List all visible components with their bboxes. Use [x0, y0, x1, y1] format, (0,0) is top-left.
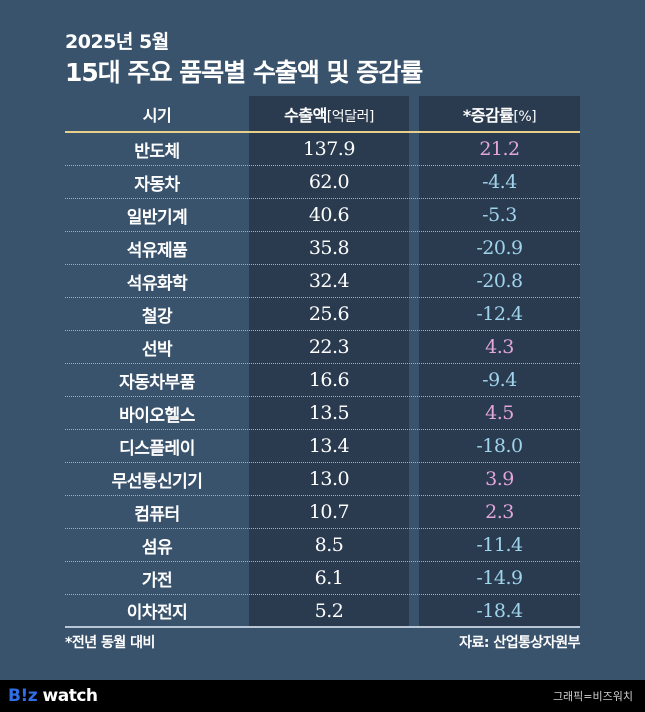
item-name: 컴퓨터	[134, 504, 180, 525]
table-row: 디스플레이 13.4 -18.0	[65, 430, 580, 463]
export-value: 62.0	[308, 171, 350, 193]
bizwatch-logo: B!z watch	[8, 686, 98, 706]
table-row: 석유제품 35.8 -20.9	[65, 232, 580, 265]
export-value: 8.5	[314, 534, 344, 556]
table-row: 철강 25.6 -12.4	[65, 298, 580, 331]
logo-watch: watch	[37, 686, 99, 706]
export-value: 40.6	[308, 204, 350, 226]
change-value: 21.2	[479, 138, 520, 160]
footnote: *전년 동월 대비	[65, 635, 155, 651]
export-value: 6.1	[314, 567, 344, 589]
item-name: 무선통신기기	[111, 471, 203, 492]
graphic-credit: 그래픽=비즈워치	[552, 690, 633, 703]
change-value: 4.3	[485, 336, 514, 358]
change-value: -18.4	[476, 599, 523, 622]
header-change-label: *증감률	[462, 105, 514, 125]
change-value: -9.4	[482, 369, 517, 391]
change-value: 2.3	[485, 501, 514, 523]
table-row: 일반기계 40.6 -5.3	[65, 199, 580, 232]
item-name: 석유제품	[126, 240, 188, 261]
export-value: 13.5	[308, 402, 350, 424]
header-change: *증감률[%]	[419, 102, 580, 126]
item-name: 섬유	[141, 537, 173, 558]
export-value: 32.4	[308, 270, 350, 292]
item-name: 반도체	[134, 141, 180, 162]
table-header: 시기 수출액[억달러] *증감률[%]	[65, 96, 580, 131]
data-table: 시기 수출액[억달러] *증감률[%] 반도체 137.9 21.2 자동차 62.0 -…	[65, 96, 580, 628]
header-export: 수출액[억달러]	[249, 102, 419, 126]
source-note: 자료: 산업통상자원부	[459, 635, 580, 651]
export-value: 13.4	[308, 435, 350, 457]
export-value: 25.6	[308, 303, 350, 325]
export-value: 35.8	[308, 237, 350, 259]
export-value: 22.3	[308, 336, 350, 358]
table-row: 석유화학 32.4 -20.8	[65, 265, 580, 298]
item-name: 가전	[141, 570, 173, 591]
change-value: -14.9	[476, 567, 523, 589]
change-value: -18.0	[476, 435, 523, 457]
item-name: 철강	[141, 306, 173, 327]
table-row: 섬유 8.5 -11.4	[65, 529, 580, 562]
header-change-unit: [%]	[513, 108, 537, 125]
item-name: 이차전지	[126, 603, 188, 623]
change-value: 3.9	[485, 468, 514, 490]
item-name: 바이오헬스	[119, 405, 195, 426]
export-value: 5.2	[314, 599, 344, 622]
table-row: 가전 6.1 -14.9	[65, 562, 580, 595]
table-row: 컴퓨터 10.7 2.3	[65, 496, 580, 529]
item-name: 선박	[141, 339, 173, 360]
item-name: 석유화학	[126, 273, 188, 294]
table-row: 선박 22.3 4.3	[65, 331, 580, 364]
logo-biz: B!z	[8, 686, 38, 706]
change-value: -4.4	[482, 171, 517, 193]
table-row: 무선통신기기 13.0 3.9	[65, 463, 580, 496]
table-row: 바이오헬스 13.5 4.5	[65, 397, 580, 430]
export-value: 137.9	[303, 138, 355, 160]
change-column-background	[419, 96, 580, 627]
export-value: 13.0	[308, 468, 350, 490]
export-column-background	[249, 96, 409, 627]
table-row: 이차전지 5.2 -18.4	[65, 595, 580, 628]
change-value: -20.8	[476, 270, 523, 292]
table-row: 자동차 62.0 -4.4	[65, 166, 580, 199]
chart-title: 15대 주요 품목별 수출액 및 증감률	[65, 58, 423, 87]
item-name: 자동차	[134, 174, 180, 195]
export-value: 16.6	[308, 369, 350, 391]
title-block: 2025년 5월 15대 주요 품목별 수출액 및 증감률	[65, 30, 423, 90]
change-value: 4.5	[485, 402, 514, 424]
header-period: 시기	[65, 102, 249, 126]
change-value: -5.3	[482, 204, 517, 226]
header-period-label: 시기	[142, 105, 172, 125]
change-value: -11.4	[476, 534, 523, 556]
table-row: 반도체 137.9 21.2	[65, 133, 580, 166]
item-name: 일반기계	[126, 207, 188, 228]
change-value: -20.9	[476, 237, 523, 259]
item-name: 디스플레이	[119, 438, 195, 459]
footer-bar: B!z watch 그래픽=비즈워치	[0, 680, 645, 712]
table-row: 자동차부품 16.6 -9.4	[65, 364, 580, 397]
table-body: 반도체 137.9 21.2 자동차 62.0 -4.4 일반기계 40.6 -5.3 석유제품 3…	[65, 133, 580, 628]
export-value: 10.7	[308, 501, 350, 523]
header-rule	[65, 131, 580, 133]
change-value: -12.4	[476, 303, 523, 325]
chart-subtitle: 2025년 5월	[65, 31, 169, 53]
header-export-unit: [억달러]	[326, 108, 375, 125]
header-export-label: 수출액	[284, 105, 327, 125]
item-name: 자동차부품	[119, 372, 195, 393]
